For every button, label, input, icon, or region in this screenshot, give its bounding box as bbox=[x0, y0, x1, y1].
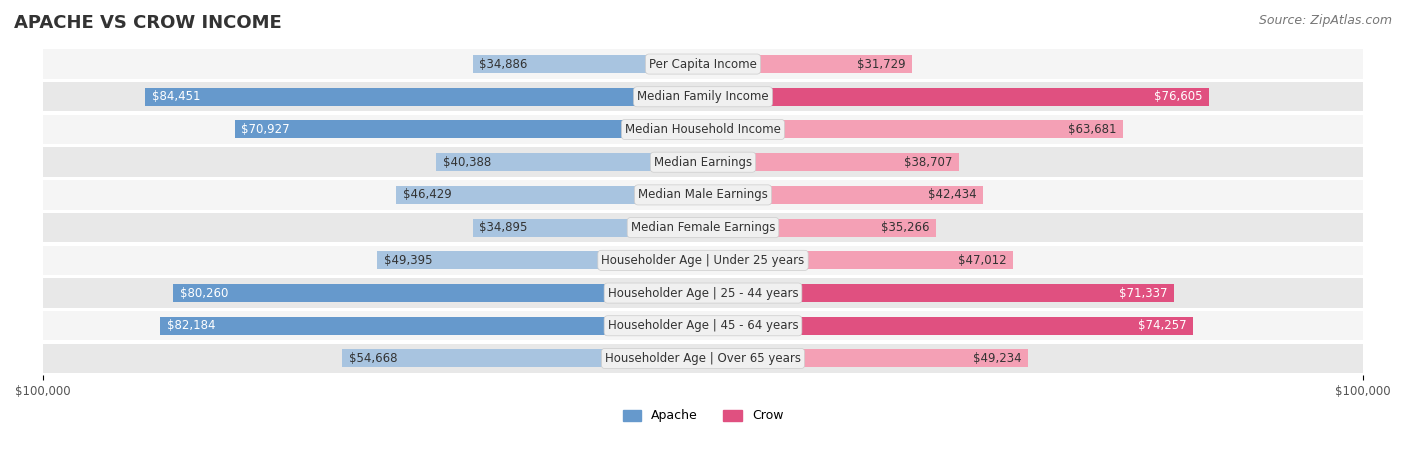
Text: APACHE VS CROW INCOME: APACHE VS CROW INCOME bbox=[14, 14, 281, 32]
Text: $34,895: $34,895 bbox=[479, 221, 527, 234]
Text: Per Capita Income: Per Capita Income bbox=[650, 57, 756, 71]
Text: $70,927: $70,927 bbox=[242, 123, 290, 136]
Bar bbox=[42, 213, 1364, 242]
Text: Median Male Earnings: Median Male Earnings bbox=[638, 188, 768, 201]
Bar bbox=[472, 219, 703, 237]
Bar bbox=[703, 88, 1209, 106]
Text: $54,668: $54,668 bbox=[349, 352, 396, 365]
Bar bbox=[173, 284, 703, 302]
Text: $84,451: $84,451 bbox=[152, 90, 201, 103]
Text: Householder Age | 25 - 44 years: Householder Age | 25 - 44 years bbox=[607, 287, 799, 299]
Text: $82,184: $82,184 bbox=[167, 319, 215, 333]
Bar bbox=[342, 349, 703, 368]
Bar bbox=[160, 317, 703, 335]
Bar bbox=[703, 317, 1194, 335]
Bar bbox=[703, 284, 1174, 302]
Text: $35,266: $35,266 bbox=[880, 221, 929, 234]
Bar bbox=[703, 55, 912, 73]
Text: $71,337: $71,337 bbox=[1119, 287, 1167, 299]
Bar bbox=[42, 344, 1364, 373]
Text: $49,395: $49,395 bbox=[384, 254, 432, 267]
Text: $49,234: $49,234 bbox=[973, 352, 1021, 365]
Text: $47,012: $47,012 bbox=[957, 254, 1007, 267]
Bar bbox=[42, 50, 1364, 79]
Bar bbox=[42, 82, 1364, 112]
Bar bbox=[235, 120, 703, 139]
Text: Median Earnings: Median Earnings bbox=[654, 156, 752, 169]
Bar bbox=[377, 251, 703, 269]
Bar bbox=[703, 120, 1123, 139]
Bar bbox=[145, 88, 703, 106]
Text: $42,434: $42,434 bbox=[928, 188, 977, 201]
Text: $46,429: $46,429 bbox=[404, 188, 451, 201]
Text: Householder Age | Under 25 years: Householder Age | Under 25 years bbox=[602, 254, 804, 267]
Text: $80,260: $80,260 bbox=[180, 287, 228, 299]
Bar bbox=[703, 219, 936, 237]
Text: Median Household Income: Median Household Income bbox=[626, 123, 780, 136]
Bar bbox=[703, 186, 983, 204]
Bar bbox=[472, 55, 703, 73]
Bar bbox=[396, 186, 703, 204]
Text: $40,388: $40,388 bbox=[443, 156, 491, 169]
Bar bbox=[703, 349, 1028, 368]
Text: Source: ZipAtlas.com: Source: ZipAtlas.com bbox=[1258, 14, 1392, 27]
Text: $38,707: $38,707 bbox=[904, 156, 952, 169]
Text: Median Family Income: Median Family Income bbox=[637, 90, 769, 103]
Bar bbox=[42, 180, 1364, 210]
Text: $74,257: $74,257 bbox=[1137, 319, 1187, 333]
Bar bbox=[42, 278, 1364, 308]
Bar bbox=[42, 246, 1364, 275]
Bar bbox=[703, 153, 959, 171]
Text: $34,886: $34,886 bbox=[479, 57, 527, 71]
Text: Householder Age | Over 65 years: Householder Age | Over 65 years bbox=[605, 352, 801, 365]
Text: $63,681: $63,681 bbox=[1069, 123, 1116, 136]
Bar bbox=[42, 115, 1364, 144]
Bar bbox=[703, 251, 1014, 269]
Bar bbox=[42, 311, 1364, 340]
Bar bbox=[436, 153, 703, 171]
Text: $31,729: $31,729 bbox=[858, 57, 905, 71]
Legend: Apache, Crow: Apache, Crow bbox=[617, 404, 789, 427]
Bar bbox=[42, 148, 1364, 177]
Text: $76,605: $76,605 bbox=[1154, 90, 1202, 103]
Text: Median Female Earnings: Median Female Earnings bbox=[631, 221, 775, 234]
Text: Householder Age | 45 - 64 years: Householder Age | 45 - 64 years bbox=[607, 319, 799, 333]
